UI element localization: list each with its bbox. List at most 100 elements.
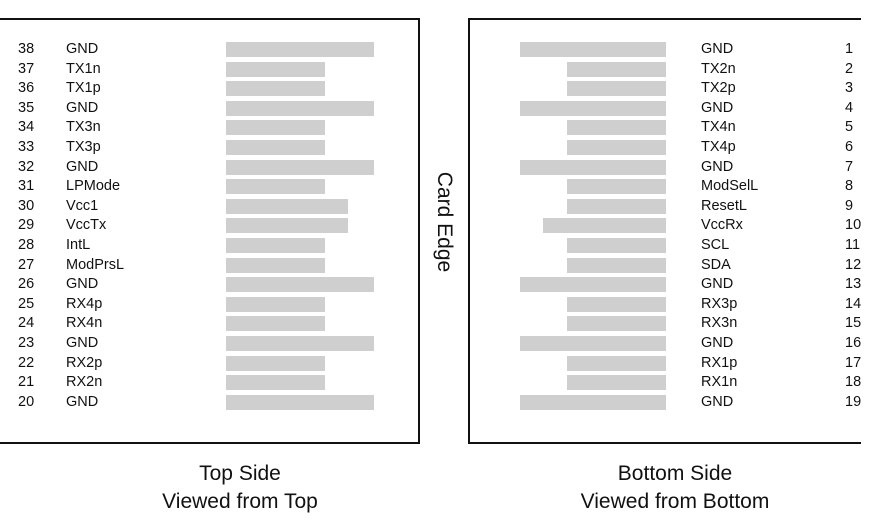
pin-pad: [226, 120, 325, 136]
top-panel-frame-bottom: [0, 442, 420, 444]
pin-number: 34: [18, 119, 35, 136]
pin-name: GND: [66, 99, 99, 116]
pin-pad: [567, 375, 666, 391]
pin-pad: [520, 100, 666, 116]
pin-name: GND: [701, 158, 734, 175]
pin-number: 19: [845, 393, 862, 410]
pin-name: IntL: [66, 237, 91, 253]
pin-pad: [567, 355, 666, 371]
pin-pad: [520, 159, 666, 175]
pin-name: RX1p: [701, 354, 738, 371]
bottom-panel-frame-left: [468, 18, 470, 444]
pin-number: 33: [18, 139, 35, 155]
pin-pad: [226, 218, 348, 234]
pin-pad: [567, 179, 666, 195]
pin-number: 27: [18, 256, 35, 273]
pin-name: SDA: [701, 256, 731, 273]
pin-pad: [567, 316, 666, 332]
pin-pad: [567, 120, 666, 136]
pin-number: 12: [845, 256, 862, 273]
pin-pad: [520, 394, 666, 410]
pin-number: 14: [845, 295, 862, 312]
pin-number: 9: [845, 197, 854, 214]
pin-number: 24: [18, 315, 35, 332]
pin-pad: [567, 238, 666, 253]
pin-number: 31: [18, 178, 35, 195]
pin-number: 36: [18, 80, 35, 97]
pin-name: TX1n: [66, 60, 101, 77]
pin-number: 8: [845, 178, 854, 195]
pin-number: 18: [845, 374, 862, 391]
pin-pad: [226, 159, 374, 175]
pin-name: RX4p: [66, 295, 103, 312]
pin-name: GND: [66, 393, 99, 410]
pin-number: 38: [18, 41, 35, 57]
pin-name: TX1p: [66, 80, 101, 97]
pin-pad: [226, 179, 325, 195]
pin-pad: [226, 336, 374, 351]
pin-name: ResetL: [701, 197, 747, 214]
pin-pad: [226, 375, 325, 391]
pin-number: 5: [845, 119, 854, 136]
pin-name: TX4n: [701, 119, 736, 136]
pin-number: 2: [845, 60, 854, 77]
pin-pad: [226, 61, 325, 77]
pin-number: 4: [845, 99, 854, 116]
pin-pad: [226, 238, 325, 253]
pin-pad: [226, 277, 374, 293]
pin-pad: [226, 81, 325, 97]
pin-number: 6: [845, 139, 854, 155]
pin-number: 3: [845, 80, 854, 97]
pin-pad: [226, 42, 374, 57]
pin-name: GND: [66, 276, 99, 293]
pin-name: ModSelL: [701, 178, 759, 195]
pin-number: 21: [18, 374, 35, 391]
pin-number: 23: [18, 335, 35, 351]
pin-number: 25: [18, 295, 35, 312]
pin-name: TX2n: [701, 60, 736, 77]
pin-number: 16: [845, 335, 862, 351]
pin-pad: [567, 198, 666, 214]
pin-number: 37: [18, 60, 35, 77]
pin-name: GND: [66, 158, 99, 175]
pin-name: RX2p: [66, 354, 103, 371]
pin-name: RX4n: [66, 315, 103, 332]
bottom-side-panel: 1 GND 2 TX2n 3 TX2p 4 GND 5 TX4n 6 TX4p 7 GND 8 ModSelL…: [468, 0, 883, 445]
bottom-caption-line2: Viewed from Bottom: [580, 490, 770, 513]
pin-number: 17: [845, 354, 862, 371]
pin-pad: [226, 296, 325, 312]
pin-name: GND: [701, 276, 734, 293]
pin-name: GND: [66, 41, 99, 57]
pin-name: TX4p: [701, 139, 736, 155]
pin-number: 13: [845, 276, 862, 293]
pin-name: RX2n: [66, 374, 103, 391]
pin-name: TX2p: [701, 80, 736, 97]
pin-name: Vcc1: [66, 197, 99, 214]
pin-name: VccRx: [701, 217, 743, 234]
pin-number: 15: [845, 315, 862, 332]
pin-name: VccTx: [66, 217, 107, 234]
pin-number: 26: [18, 276, 35, 293]
pin-name: GND: [701, 41, 734, 57]
pin-pad: [567, 61, 666, 77]
top-panel-frame-right: [418, 18, 420, 444]
pin-number: 1: [845, 41, 854, 57]
pin-pad: [520, 277, 666, 293]
pin-pad: [520, 336, 666, 351]
pin-pad: [226, 257, 325, 273]
pin-name: TX3n: [66, 119, 101, 136]
bottom-side-caption: Bottom Side Viewed from Bottom: [525, 460, 825, 516]
pin-number: 35: [18, 99, 35, 116]
top-panel-frame-top: [0, 18, 418, 20]
pin-pad: [567, 257, 666, 273]
pin-number: 28: [18, 237, 35, 253]
pin-number: 7: [845, 158, 854, 175]
pin-number: 20: [18, 393, 35, 410]
pin-pad: [226, 316, 325, 332]
top-side-panel: 38 GND 37 TX1n 36 TX1p 35 GND 34 TX3n 33 TX3p 32 GND 3…: [0, 0, 420, 445]
pin-pad: [226, 198, 348, 214]
pin-pad: [567, 140, 666, 155]
bottom-panel-frame-bottom: [468, 442, 861, 444]
pin-number: 29: [18, 217, 35, 234]
pin-number: 32: [18, 158, 35, 175]
